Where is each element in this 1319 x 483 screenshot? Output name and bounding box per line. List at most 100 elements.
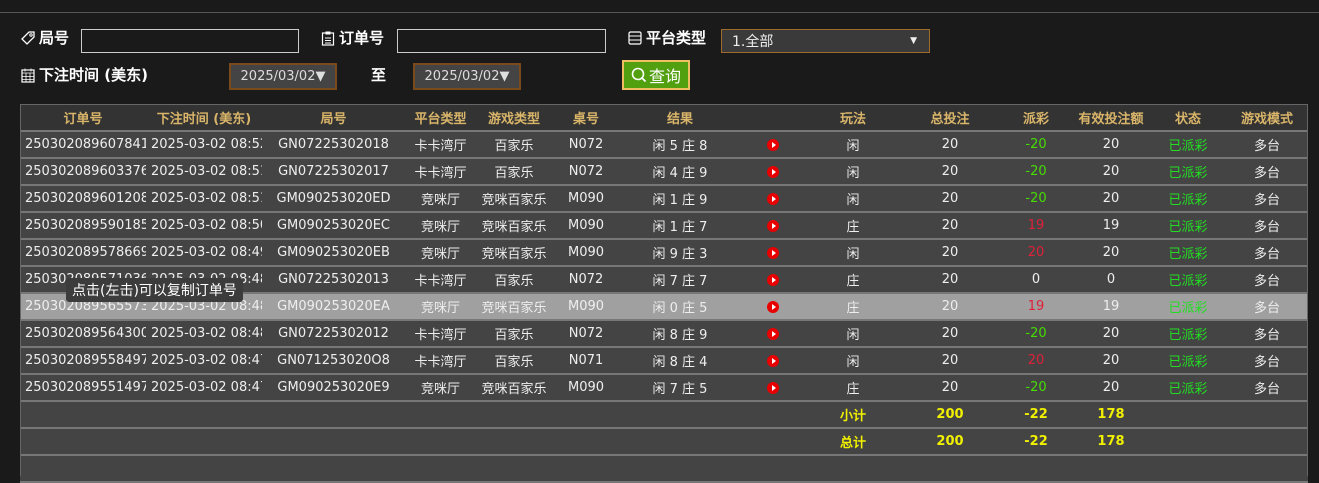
column-header: 订单号 <box>20 104 146 132</box>
play-video-icon[interactable] <box>767 219 779 232</box>
bet-type-cell: 闲 <box>806 320 900 348</box>
play-video-icon[interactable] <box>767 165 779 178</box>
column-header: 局号 <box>262 104 405 132</box>
empty-cell <box>20 428 146 456</box>
divider <box>0 12 1319 13</box>
query-button-label: 查询 <box>648 67 681 86</box>
copy-tooltip: 点击(左击)可以复制订单号 <box>66 278 243 302</box>
game-mode-cell: 多台 <box>1226 266 1308 294</box>
column-header: 结果 <box>620 104 740 132</box>
total-bet-cell: 20 <box>900 320 1000 348</box>
payout-cell: -20 <box>1000 320 1072 348</box>
game-no-input[interactable] <box>81 29 299 53</box>
bet-type-cell: 闲 <box>806 131 900 159</box>
result-cell: 闲 4 庄 9 <box>620 158 740 186</box>
tag-icon <box>21 30 35 45</box>
play-video-icon[interactable] <box>767 381 779 394</box>
game-type-cell: 竞咪百家乐 <box>476 239 552 267</box>
result-cell: 闲 0 庄 5 <box>620 293 740 321</box>
table-no-cell: M090 <box>552 185 620 213</box>
column-header: 游戏类型 <box>476 104 552 132</box>
play-video-icon[interactable] <box>767 246 779 259</box>
clipboard-icon <box>321 31 335 46</box>
play-video-icon[interactable] <box>767 273 779 286</box>
order-no-cell[interactable]: 250302089590185 <box>20 212 146 240</box>
order-no-cell[interactable]: 250302089558497 <box>20 347 146 375</box>
play-video-icon[interactable] <box>767 192 779 205</box>
total-payout: -22 <box>1000 428 1072 456</box>
platform-cell: 卡卡湾厅 <box>405 266 476 294</box>
game-type-cell: 竞咪百家乐 <box>476 185 552 213</box>
status-cell: 已派彩 <box>1150 320 1226 348</box>
bet-time-cell: 2025-03-02 08:51:38 <box>146 158 262 186</box>
empty-cell <box>20 401 146 429</box>
order-no-cell[interactable]: 250302089578669 <box>20 239 146 267</box>
empty-cell <box>620 401 740 429</box>
order-no-cell[interactable]: 250302089607841 <box>20 131 146 159</box>
game-mode-cell: 多台 <box>1226 185 1308 213</box>
play-video-icon[interactable] <box>767 327 779 340</box>
platform-select[interactable]: 1.全部 ▼ <box>721 29 930 53</box>
subtotal-payout: -22 <box>1000 401 1072 429</box>
status-cell: 已派彩 <box>1150 239 1226 267</box>
bet-type-cell: 闲 <box>806 185 900 213</box>
result-cell: 闲 1 庄 9 <box>620 185 740 213</box>
result-cell: 闲 8 庄 9 <box>620 320 740 348</box>
empty-cell <box>1000 455 1072 483</box>
empty-cell <box>262 401 405 429</box>
empty-cell <box>405 455 476 483</box>
order-no-cell[interactable]: 250302089603376 <box>20 158 146 186</box>
payout-cell: 20 <box>1000 347 1072 375</box>
order-no-input[interactable] <box>397 29 606 53</box>
empty-cell <box>146 401 262 429</box>
bet-type-cell: 庄 <box>806 293 900 321</box>
bet-time-cell: 2025-03-02 08:48:17 <box>146 320 262 348</box>
bet-time-cell: 2025-03-02 08:49:31 <box>146 239 262 267</box>
order-no-cell[interactable]: 250302089601208 <box>20 185 146 213</box>
empty-cell <box>146 455 262 483</box>
empty-cell <box>1226 401 1308 429</box>
subtotal-label: 小计 <box>806 401 900 429</box>
column-header: 有效投注额 <box>1072 104 1150 132</box>
total-bet-cell: 20 <box>900 374 1000 402</box>
empty-cell <box>1072 455 1150 483</box>
query-button[interactable]: 查询 <box>622 60 690 90</box>
column-header: 游戏模式 <box>1226 104 1308 132</box>
game-mode-cell: 多台 <box>1226 212 1308 240</box>
play-video-icon[interactable] <box>767 300 779 313</box>
order-no-cell[interactable]: 250302089564300 <box>20 320 146 348</box>
date-from-picker[interactable]: 2025/03/02▼ <box>229 63 337 90</box>
video-cell <box>740 266 806 294</box>
date-to-picker[interactable]: 2025/03/02▼ <box>413 63 521 90</box>
platform-cell: 卡卡湾厅 <box>405 347 476 375</box>
play-video-icon[interactable] <box>767 138 779 151</box>
bet-time-cell: 2025-03-02 08:50:30 <box>146 212 262 240</box>
video-cell <box>740 158 806 186</box>
total-bet-cell: 20 <box>900 185 1000 213</box>
column-header: 下注时间 (美东) <box>146 104 262 132</box>
bet-type-cell: 闲 <box>806 239 900 267</box>
empty-cell <box>740 401 806 429</box>
status-cell: 已派彩 <box>1150 266 1226 294</box>
list-icon <box>628 30 642 45</box>
order-no-cell[interactable]: 250302089551497 <box>20 374 146 402</box>
play-video-icon[interactable] <box>767 354 779 367</box>
payout-cell: 20 <box>1000 239 1072 267</box>
table-no-cell: M090 <box>552 293 620 321</box>
payout-cell: -20 <box>1000 374 1072 402</box>
platform-cell: 竞咪厅 <box>405 374 476 402</box>
bet-type-cell: 闲 <box>806 347 900 375</box>
subtotal-total-bet: 200 <box>900 401 1000 429</box>
table-no-cell: N072 <box>552 131 620 159</box>
total-total-bet: 200 <box>900 428 1000 456</box>
total-bet-cell: 20 <box>900 212 1000 240</box>
